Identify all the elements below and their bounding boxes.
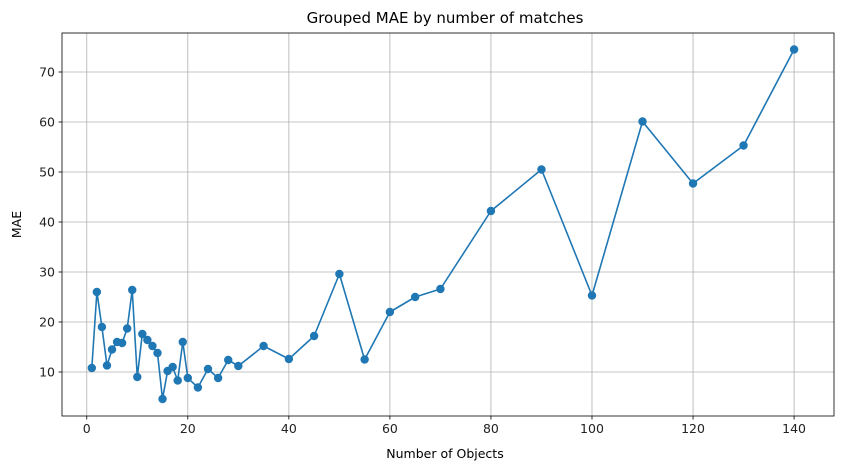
y-tick-label: 30 bbox=[39, 265, 55, 280]
x-tick-label: 140 bbox=[782, 421, 806, 436]
data-point bbox=[153, 348, 162, 358]
data-point bbox=[143, 335, 152, 345]
data-point bbox=[158, 394, 167, 404]
data-point bbox=[789, 45, 799, 54]
data-point bbox=[128, 285, 137, 295]
data-point bbox=[138, 329, 147, 339]
data-point bbox=[587, 291, 597, 300]
data-point bbox=[385, 307, 395, 317]
data-point bbox=[213, 373, 223, 383]
data-point bbox=[92, 287, 102, 297]
data-point bbox=[739, 141, 748, 150]
data-point bbox=[203, 364, 213, 374]
chart-title: Grouped MAE by number of matches bbox=[307, 9, 584, 27]
x-tick-label: 40 bbox=[281, 421, 297, 436]
data-point bbox=[486, 206, 496, 216]
y-tick-label: 10 bbox=[39, 365, 55, 380]
x-tick-label: 20 bbox=[180, 421, 196, 436]
data-point bbox=[193, 383, 203, 392]
x-axis-title: Number of Objects bbox=[386, 446, 503, 461]
data-point bbox=[97, 322, 107, 332]
data-point bbox=[410, 292, 420, 302]
x-tick-label: 120 bbox=[681, 421, 705, 436]
data-point bbox=[102, 361, 112, 370]
data-point bbox=[259, 341, 268, 351]
y-tick-label: 50 bbox=[39, 165, 55, 180]
axis-ticks: 0 20 40 60 80 100 120 140 10 20 30 40 50 60 70 bbox=[39, 65, 806, 437]
data-point bbox=[117, 338, 127, 348]
data-point bbox=[107, 345, 117, 354]
y-tick-label: 70 bbox=[39, 65, 55, 80]
data-point bbox=[638, 117, 647, 126]
data-point bbox=[224, 355, 233, 365]
data-point bbox=[122, 324, 132, 333]
y-axis-title: MAE bbox=[9, 211, 24, 238]
y-tick-label: 40 bbox=[39, 215, 55, 230]
data-point bbox=[436, 284, 445, 294]
series-line bbox=[91, 49, 795, 400]
x-tick-label: 100 bbox=[580, 421, 604, 436]
y-tick-label: 20 bbox=[39, 315, 55, 330]
data-point bbox=[178, 337, 187, 347]
data-point bbox=[133, 372, 142, 382]
data-point bbox=[537, 165, 546, 174]
data-point bbox=[335, 269, 344, 279]
data-point bbox=[688, 179, 698, 188]
y-tick-label: 60 bbox=[39, 115, 55, 130]
data-point bbox=[173, 376, 182, 385]
data-point bbox=[234, 361, 243, 371]
data-point bbox=[309, 331, 319, 341]
data-point bbox=[284, 354, 294, 364]
data-point bbox=[183, 373, 193, 383]
grid-lines bbox=[62, 33, 834, 416]
data-point bbox=[148, 341, 157, 351]
data-point bbox=[168, 362, 177, 372]
x-tick-label: 0 bbox=[83, 421, 91, 436]
data-point bbox=[87, 363, 97, 373]
x-tick-label: 60 bbox=[382, 421, 398, 436]
series-layer bbox=[87, 45, 799, 404]
plot-area-frame bbox=[61, 32, 835, 417]
data-point bbox=[360, 355, 369, 364]
x-tick-label: 80 bbox=[483, 421, 499, 436]
